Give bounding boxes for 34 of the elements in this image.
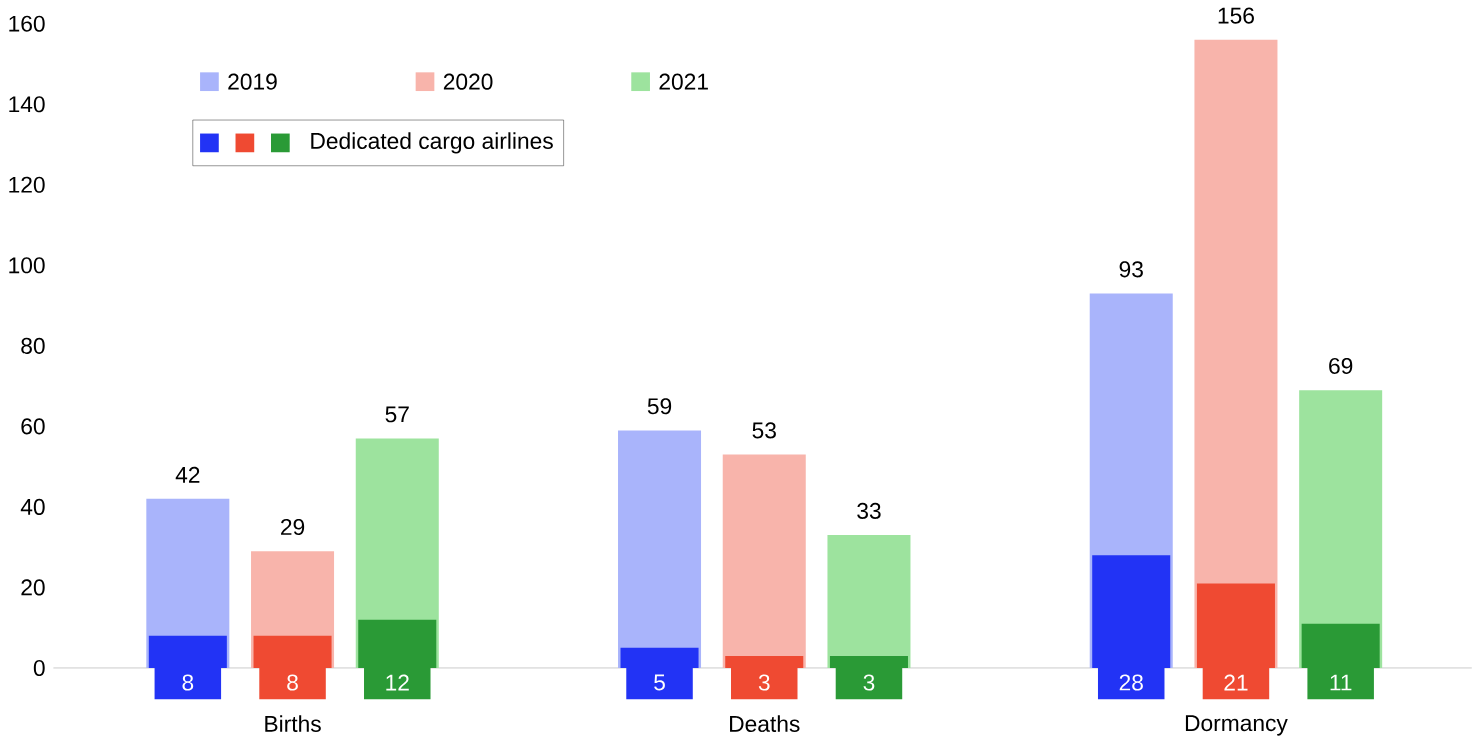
data-label: 69	[1329, 357, 1353, 374]
legend-label: 2019	[228, 73, 277, 90]
data-label: 12	[386, 674, 409, 691]
data-label: 21	[1224, 674, 1248, 691]
legend-label: 2021	[659, 73, 708, 90]
data-label: 156	[1218, 7, 1254, 24]
data-label: 5	[654, 674, 665, 691]
data-label: 33	[857, 502, 881, 519]
y-tick-label: 60	[21, 418, 45, 435]
x-tick-label: Dormancy	[1185, 715, 1288, 736]
y-tick-label: 120	[9, 176, 45, 193]
legend-label: Dedicated cargo airlines	[311, 132, 553, 154]
data-label: 59	[647, 398, 672, 415]
data-label: 29	[281, 518, 305, 535]
data-label: 3	[758, 674, 770, 691]
y-tick-label: 140	[9, 96, 45, 113]
y-tick-label: 20	[21, 579, 45, 596]
data-label: 42	[175, 466, 200, 483]
y-tick-label: 80	[21, 337, 45, 354]
data-label: 28	[1119, 674, 1143, 691]
data-label: 8	[287, 674, 298, 691]
data-label: 57	[385, 406, 409, 423]
x-tick-label: Births	[265, 715, 321, 732]
data-label: 3	[863, 674, 875, 691]
y-tick-label: 160	[9, 15, 45, 32]
y-tick-label: 0	[33, 659, 45, 676]
y-tick-label: 100	[9, 257, 45, 274]
x-tick-label: Deaths	[730, 715, 800, 732]
legend-label: 2020	[443, 73, 493, 90]
data-label: 53	[752, 422, 776, 439]
y-tick-label: 40	[20, 498, 45, 515]
data-label: 93	[1119, 261, 1143, 278]
data-label: 11	[1330, 674, 1352, 691]
data-label: 8	[182, 674, 194, 691]
